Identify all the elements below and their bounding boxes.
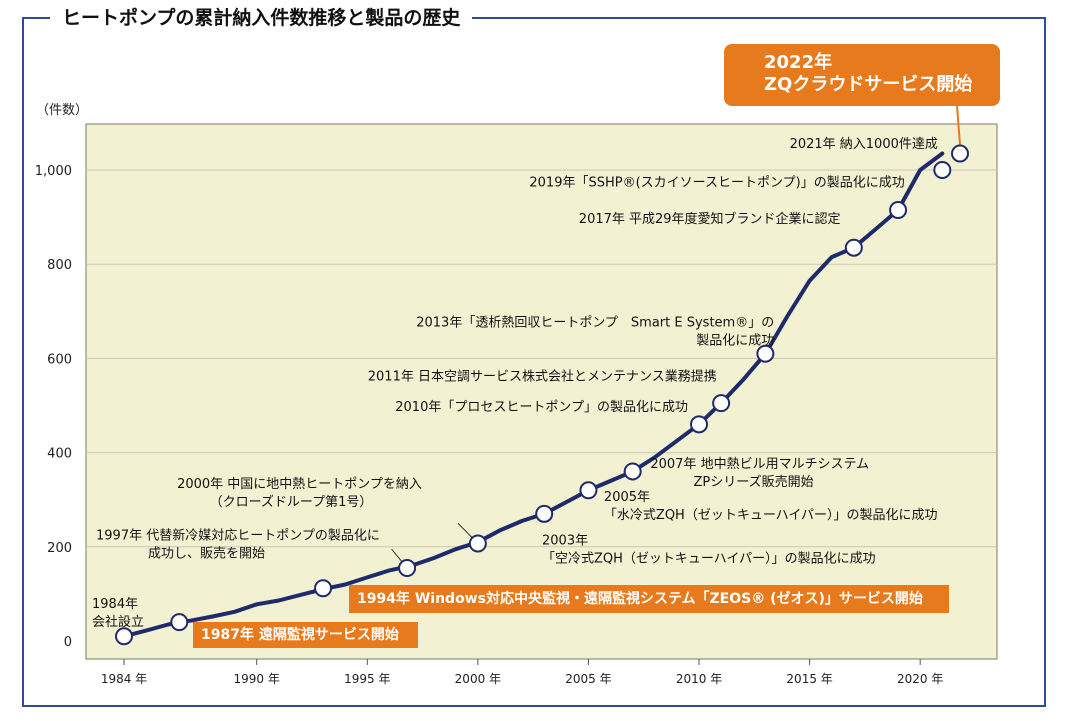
y-axis-label: （件数） bbox=[36, 103, 88, 118]
y-tick-label: 800 bbox=[47, 258, 72, 273]
x-tick-label: 1995 年 bbox=[344, 672, 390, 686]
annotation-label: 2007年 地中熱ビル用マルチシステム ZPシリーズ販売開始 bbox=[650, 457, 869, 490]
x-tick-label: 2020 年 bbox=[897, 672, 943, 686]
annotation-label: 1984年会社設立 bbox=[92, 597, 144, 630]
annotation-line: 2013年「透析熱回収ヒートポンプ Smart E System®」の bbox=[416, 315, 774, 330]
annotation-line: 2019年「SSHP®(スカイソースヒートポンプ)」の製品化に成功 bbox=[529, 175, 904, 190]
data-point bbox=[756, 344, 775, 363]
y-tick-label: 400 bbox=[47, 447, 72, 462]
annotation-label: 2021年 納入1000件達成 bbox=[790, 137, 938, 152]
data-point bbox=[844, 238, 863, 257]
annotation-label: 1997年 代替新冷媒対応ヒートポンプの製品化に 成功し、販売を開始 bbox=[96, 528, 380, 562]
x-tick-label: 2005 年 bbox=[565, 672, 611, 686]
x-tick-label: 2000 年 bbox=[455, 672, 501, 686]
leader-2022 bbox=[956, 105, 961, 145]
annotation-line: 製品化に成功 bbox=[644, 333, 774, 348]
annotation-line: 2010年「プロセスヒートポンプ」の製品化に成功 bbox=[395, 400, 688, 415]
chart-frame bbox=[22, 17, 1046, 707]
data-point bbox=[690, 415, 709, 434]
data-point bbox=[314, 579, 333, 598]
annotation-label: 2013年「透析熱回収ヒートポンプ Smart E System®」の 製品化に… bbox=[416, 315, 774, 348]
data-point bbox=[115, 627, 133, 646]
data-point bbox=[398, 558, 417, 577]
data-point bbox=[535, 504, 554, 523]
annotation-label: 2000年 中国に地中熱ヒートポンプを納入 （クローズドループ第1号） bbox=[177, 477, 422, 510]
annotation-line: 2005年 bbox=[604, 490, 650, 505]
annotation-label: 2010年「プロセスヒートポンプ」の製品化に成功 bbox=[395, 400, 688, 415]
x-tick-label: 1990 年 bbox=[234, 672, 280, 686]
x-tick-label: 2015 年 bbox=[786, 672, 832, 686]
data-point bbox=[933, 161, 952, 179]
annotation-line: 2021年 納入1000件達成 bbox=[790, 137, 938, 152]
data-point bbox=[468, 534, 487, 553]
annotation-label: 2003年「空冷式ZQH（ゼットキューハイパー）」の製品化に成功 bbox=[542, 533, 876, 566]
data-point bbox=[889, 201, 908, 220]
y-tick-label: 200 bbox=[47, 541, 72, 556]
x-tick-label: 1984 年 bbox=[101, 672, 147, 686]
annotation-label: 2017年 平成29年度愛知ブランド企業に認定 bbox=[579, 211, 841, 227]
annotation-line: 1984年 bbox=[92, 597, 138, 612]
annotation-line: 会社設立 bbox=[92, 614, 144, 630]
data-point bbox=[712, 394, 731, 413]
highlight-2022-box: 2022年 ZQクラウドサービス開始 bbox=[724, 44, 1000, 106]
annotation-line: 「空冷式ZQH（ゼットキューハイパー）」の製品化に成功 bbox=[542, 551, 876, 566]
y-tick-label: 1,000 bbox=[35, 164, 72, 179]
x-tick-label: 2010 年 bbox=[676, 672, 722, 686]
annotation-label: 2011年 日本空調サービス株式会社とメンテナンス業務提携 bbox=[368, 369, 717, 385]
annotation-line: 2017年 平成29年度愛知ブランド企業に認定 bbox=[579, 211, 841, 227]
annotation-line: 2000年 中国に地中熱ヒートポンプを納入 bbox=[177, 477, 422, 492]
data-point bbox=[951, 144, 969, 163]
data-point bbox=[170, 613, 189, 632]
annotation-label: 2019年「SSHP®(スカイソースヒートポンプ)」の製品化に成功 bbox=[529, 175, 904, 190]
data-point bbox=[579, 481, 598, 500]
banner-1994: 1994年 Windows対応中央監視・遠隔監視システム「ZEOS® (ゼオス)… bbox=[349, 585, 949, 613]
annotation-line: 成功し、販売を開始 bbox=[96, 546, 265, 562]
annotation-line: 2011年 日本空調サービス株式会社とメンテナンス業務提携 bbox=[368, 369, 717, 385]
annotation-label: 2005年「水冷式ZQH（ゼットキューハイパー）」の製品化に成功 bbox=[604, 490, 938, 523]
chart-title: ヒートポンプの累計納入件数推移と製品の歴史 bbox=[50, 3, 473, 30]
annotation-line: 1997年 代替新冷媒対応ヒートポンプの製品化に bbox=[96, 528, 380, 544]
highlight-2022-year: 2022年 bbox=[764, 52, 833, 73]
plot-area bbox=[85, 123, 998, 660]
annotation-line: 2007年 地中熱ビル用マルチシステム bbox=[650, 457, 869, 472]
y-tick-label: 600 bbox=[47, 352, 72, 367]
series-line bbox=[122, 151, 945, 639]
y-tick-label: 0 bbox=[64, 635, 72, 650]
annotation-line: （クローズドループ第1号） bbox=[177, 494, 372, 510]
highlight-2022-text: ZQクラウドサービス開始 bbox=[764, 74, 973, 95]
annotation-line: 「水冷式ZQH（ゼットキューハイパー）」の製品化に成功 bbox=[604, 508, 938, 523]
data-point bbox=[623, 462, 642, 481]
banner-1987: 1987年 遠隔監視サービス開始 bbox=[193, 622, 418, 648]
annotation-line: 2003年 bbox=[542, 533, 588, 548]
annotation-line: ZPシリーズ販売開始 bbox=[650, 474, 813, 490]
